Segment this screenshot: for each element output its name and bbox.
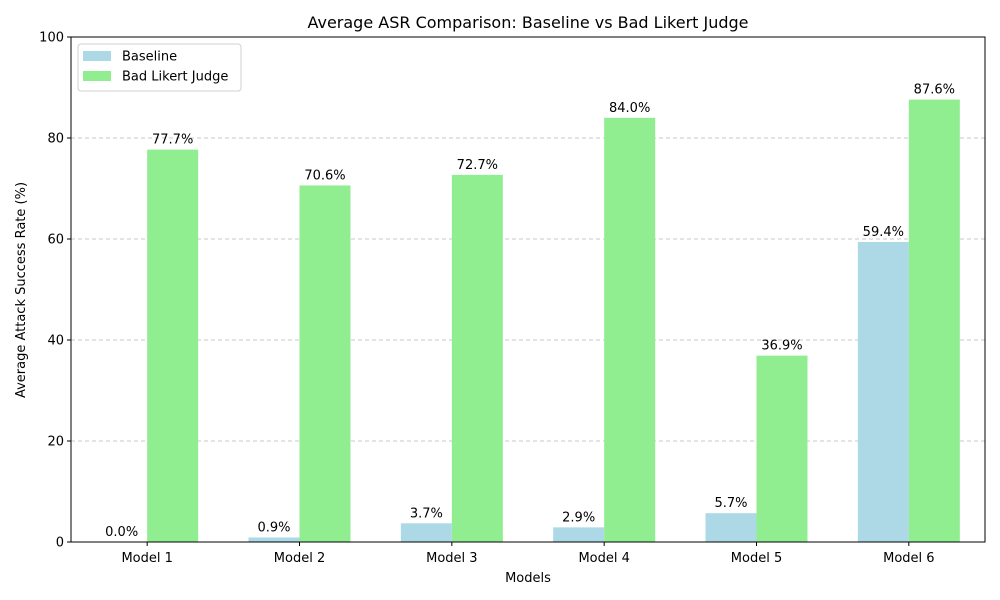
x-tick-label: Model 5 <box>731 551 782 566</box>
y-axis-ticks: 0 20 40 60 80 100 <box>39 31 71 551</box>
bar-bad-likert-judge <box>299 185 351 542</box>
data-label: 77.7% <box>152 133 193 148</box>
x-axis-ticks: Model 1 Model 2 Model 3 Model 4 Model 5 Model… <box>121 542 935 566</box>
bar-baseline <box>857 242 909 542</box>
legend-swatch <box>83 51 111 61</box>
bar-baseline <box>553 527 605 542</box>
data-label: 36.9% <box>761 339 802 354</box>
x-axis-label: Models <box>505 571 551 586</box>
y-tick-label: 0 <box>56 536 64 551</box>
legend-box <box>77 43 242 92</box>
legend-swatch <box>83 71 111 81</box>
bar-bad-likert-judge <box>147 149 199 543</box>
legend: Baseline Bad Likert Judge <box>77 43 242 92</box>
bar-baseline <box>705 513 757 542</box>
data-label: 2.9% <box>562 510 595 525</box>
y-tick-label: 100 <box>39 31 64 46</box>
data-label: 87.6% <box>914 83 955 98</box>
data-labels: 0.0% 77.7% 0.9% 70.6% 3.7% 72.7% 2.9% 84.0% 5.7%… <box>105 83 955 540</box>
x-tick-label: Model 6 <box>883 551 934 566</box>
x-tick-label: Model 2 <box>274 551 325 566</box>
bars <box>147 99 960 543</box>
plot-area-frame <box>70 36 986 543</box>
y-tick-label: 80 <box>47 132 64 147</box>
y-tick-label: 20 <box>47 435 64 450</box>
bar-bad-likert-judge <box>604 117 656 543</box>
legend-label: Bad Likert Judge <box>122 70 228 85</box>
data-label: 0.9% <box>257 520 290 535</box>
data-label: 0.0% <box>105 525 138 540</box>
gridlines <box>71 137 985 442</box>
data-label: 84.0% <box>609 101 650 116</box>
bar-baseline <box>400 523 452 542</box>
legend-label: Baseline <box>122 50 177 65</box>
bar-bad-likert-judge <box>756 355 808 542</box>
data-label: 59.4% <box>863 225 904 240</box>
y-tick-label: 40 <box>47 334 64 349</box>
bar-baseline <box>248 537 300 542</box>
data-label: 5.7% <box>714 496 747 511</box>
data-label: 72.7% <box>457 158 498 173</box>
data-label: 70.6% <box>304 168 345 183</box>
chart-title: Average ASR Comparison: Baseline vs Bad … <box>307 13 748 32</box>
x-tick-label: Model 4 <box>578 551 629 566</box>
x-tick-label: Model 3 <box>426 551 477 566</box>
y-axis-label: Average Attack Success Rate (%) <box>14 182 29 398</box>
bar-bad-likert-judge <box>908 99 960 543</box>
bar-bad-likert-judge <box>451 174 503 543</box>
y-tick-label: 60 <box>47 233 64 248</box>
data-label: 3.7% <box>410 506 443 521</box>
x-tick-label: Model 1 <box>121 551 172 566</box>
